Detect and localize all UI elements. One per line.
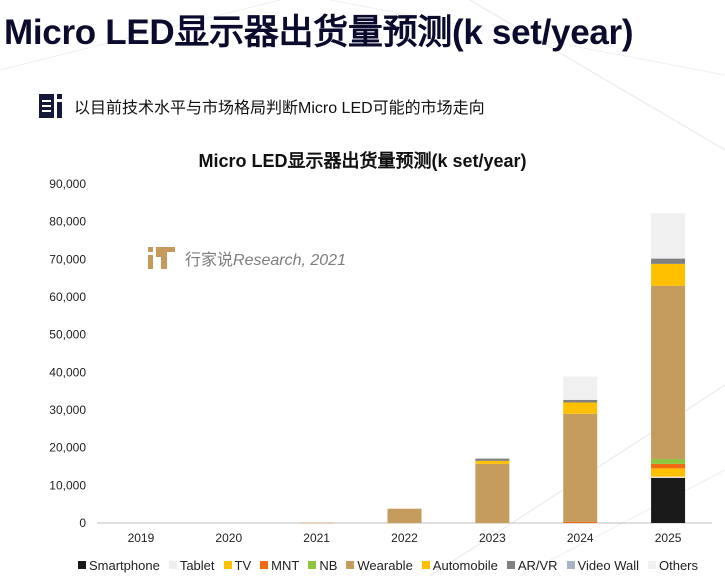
legend-item: Smartphone bbox=[78, 558, 160, 573]
x-tick-label: 2022 bbox=[391, 531, 418, 545]
y-tick-label: 40,000 bbox=[49, 365, 86, 379]
legend-label: AR/VR bbox=[517, 557, 558, 573]
bar-segment bbox=[563, 376, 598, 400]
legend-label: Wearable bbox=[357, 557, 413, 573]
x-tick-label: 2021 bbox=[303, 531, 330, 545]
y-tick-label: 80,000 bbox=[49, 215, 86, 229]
chart-legend: Smartphone Tablet TV MNT NB Wearable Automobil… bbox=[78, 557, 707, 573]
legend-item: Tablet bbox=[168, 557, 215, 573]
bar-segment bbox=[651, 285, 686, 459]
bar-segment bbox=[563, 399, 598, 403]
bar-segment bbox=[299, 522, 334, 524]
legend-swatch bbox=[566, 561, 575, 569]
bar-segment bbox=[563, 521, 598, 523]
bar-segment bbox=[475, 458, 510, 461]
page-title: Micro LED显示器出货量预测(k set/year) bbox=[4, 13, 634, 52]
legend-label: Video Wall bbox=[577, 557, 639, 573]
y-tick-label: 60,000 bbox=[49, 290, 86, 304]
legend-swatch bbox=[648, 561, 656, 569]
legend-label: Automobile bbox=[432, 557, 498, 573]
legend-swatch bbox=[308, 561, 317, 569]
x-tick-label: 2019 bbox=[128, 531, 155, 545]
legend-item: Wearable bbox=[346, 557, 413, 573]
x-tick-label: 2023 bbox=[479, 531, 506, 545]
legend-label: TV bbox=[234, 557, 252, 573]
xjs-logo-icon bbox=[148, 247, 175, 269]
bar-segment bbox=[475, 460, 510, 464]
legend-label: Smartphone bbox=[89, 557, 160, 573]
bar-segment bbox=[563, 402, 598, 414]
legend-label: MNT bbox=[271, 557, 300, 573]
watermark: 行家说Research, 2021 bbox=[147, 245, 346, 271]
y-tick-label: 30,000 bbox=[49, 403, 86, 417]
legend-item: NB bbox=[308, 558, 337, 573]
bar-segment bbox=[563, 413, 598, 522]
legend-item: AR/VR bbox=[506, 557, 558, 573]
x-tick-label: 2024 bbox=[567, 531, 594, 545]
bar-segment bbox=[651, 468, 686, 477]
legend-item: TV bbox=[223, 557, 252, 573]
bar-segment bbox=[651, 213, 686, 259]
y-tick-label: 20,000 bbox=[49, 441, 86, 455]
y-tick-label: 70,000 bbox=[49, 252, 86, 266]
legend-label: Tablet bbox=[179, 557, 215, 573]
bar-segment bbox=[387, 508, 422, 523]
y-tick-label: 0 bbox=[79, 516, 86, 530]
bar-segment bbox=[651, 463, 686, 469]
legend-swatch bbox=[260, 561, 269, 569]
legend-swatch bbox=[346, 561, 355, 569]
bar-segment bbox=[651, 263, 686, 286]
legend-label: Others bbox=[659, 557, 699, 573]
y-tick-label: 50,000 bbox=[49, 328, 86, 342]
y-tick-label: 90,000 bbox=[49, 177, 86, 191]
bar-segment bbox=[651, 458, 686, 464]
legend-swatch bbox=[223, 561, 232, 569]
bar-segment bbox=[475, 463, 510, 523]
subtitle: 以目前技术水平与市场格局判断Micro LED可能的市场走向 bbox=[74, 100, 485, 117]
legend-item: MNT bbox=[260, 558, 299, 573]
bar-segment bbox=[651, 476, 686, 478]
legend-label: NB bbox=[319, 557, 338, 573]
legend-item: Automobile bbox=[421, 557, 498, 573]
document-icon bbox=[39, 94, 62, 118]
x-tick-label: 2025 bbox=[655, 531, 682, 545]
legend-item: Video Wall bbox=[566, 557, 639, 573]
watermark-brand: 行家说 bbox=[185, 252, 234, 269]
bar-segment bbox=[651, 258, 686, 264]
legend-item: Others bbox=[648, 558, 698, 573]
watermark-source: Research, 2021 bbox=[233, 252, 346, 269]
chart-title: Micro LED显示器出货量预测(k set/year) bbox=[198, 151, 527, 171]
legend-swatch bbox=[506, 561, 515, 569]
bar-segment bbox=[651, 477, 686, 523]
legend-swatch bbox=[421, 561, 430, 569]
subtitle-row: 以目前技术水平与市场格局判断Micro LED可能的市场走向 bbox=[38, 93, 485, 119]
legend-swatch bbox=[168, 561, 177, 569]
y-tick-label: 10,000 bbox=[49, 478, 86, 492]
legend-swatch bbox=[78, 561, 86, 569]
x-tick-label: 2020 bbox=[215, 531, 242, 545]
